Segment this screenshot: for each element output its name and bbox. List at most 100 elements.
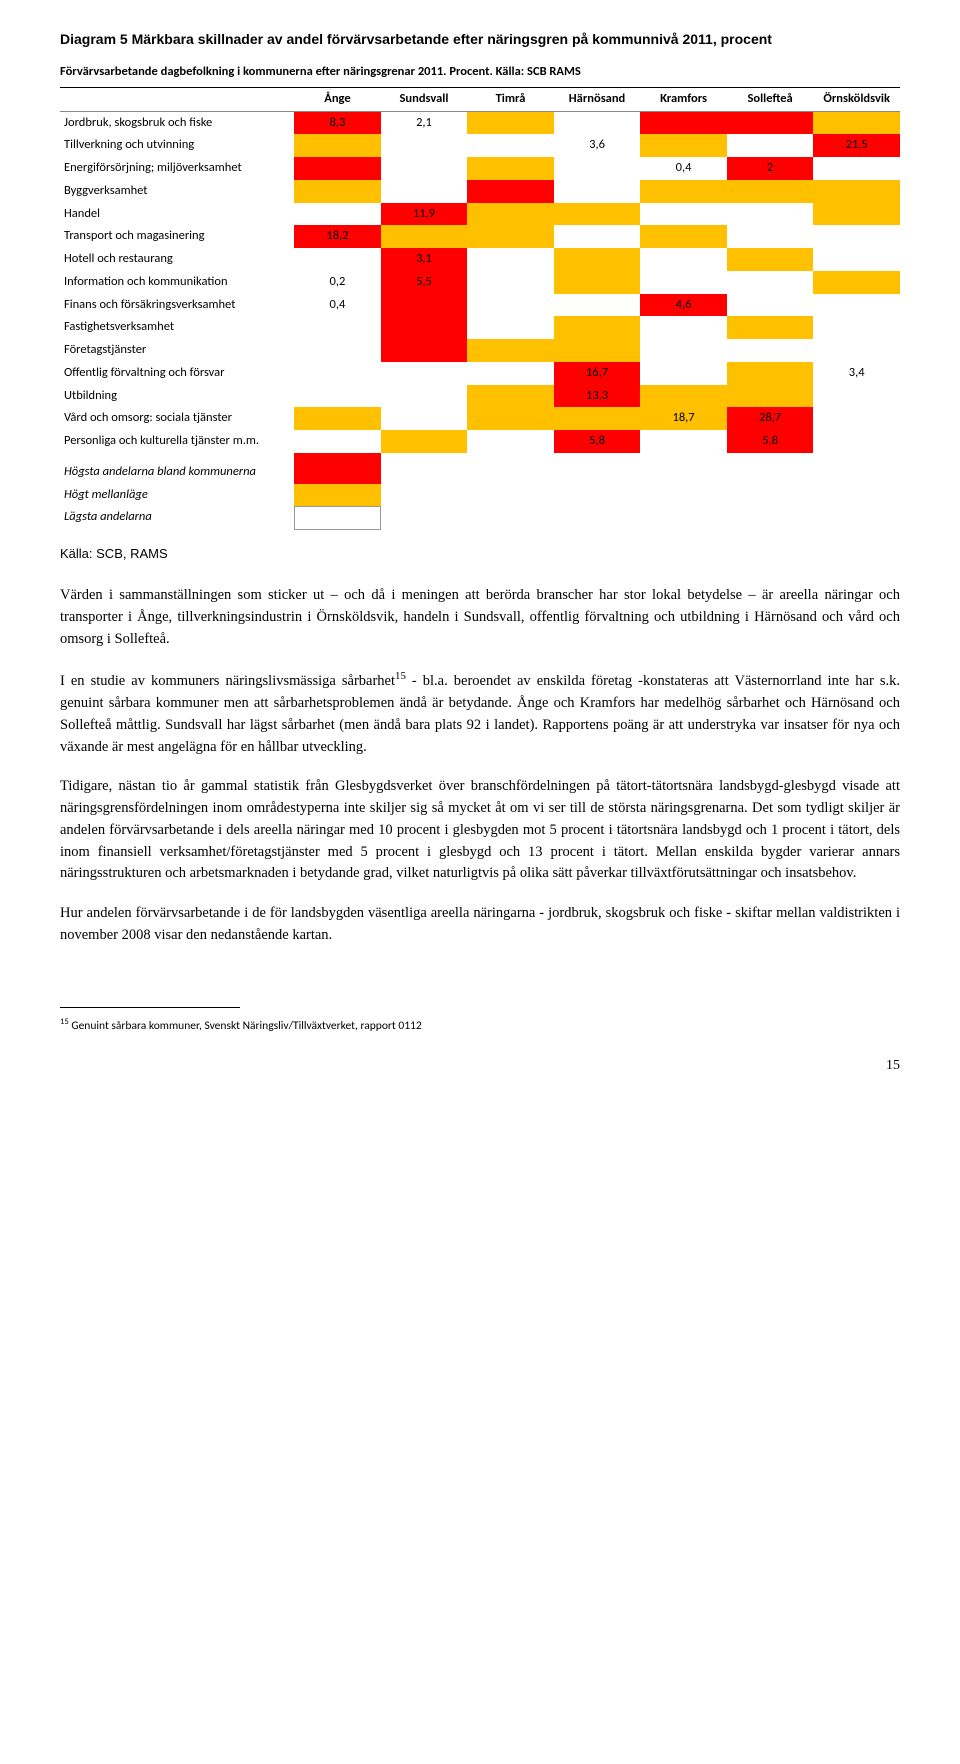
paragraph-2: I en studie av kommuners näringslivsmäss… — [60, 668, 900, 758]
data-cell — [381, 339, 468, 362]
data-cell — [727, 294, 814, 317]
col-kramfors: Kramfors — [640, 88, 727, 111]
data-cell — [381, 362, 468, 385]
data-cell — [294, 248, 381, 271]
row-label: Företagstjänster — [60, 339, 294, 362]
row-label: Energiförsörjning; miljöverksamhet — [60, 157, 294, 180]
data-cell — [467, 430, 554, 453]
data-cell — [640, 203, 727, 226]
table-row: Jordbruk, skogsbruk och fiske8,32,1 — [60, 111, 900, 134]
data-cell: 18,7 — [640, 407, 727, 430]
row-label: Offentlig förvaltning och försvar — [60, 362, 294, 385]
footnote-ref: 15 — [395, 670, 406, 682]
row-label: Transport och magasinering — [60, 225, 294, 248]
legend-row: Lägsta andelarna — [60, 506, 900, 529]
col-härnösand: Härnösand — [554, 88, 641, 111]
data-cell — [727, 362, 814, 385]
data-cell — [381, 294, 468, 317]
data-cell — [813, 180, 900, 203]
table-row: Byggverksamhet — [60, 180, 900, 203]
footnote: 15 Genuint sårbara kommuner, Svenskt När… — [60, 1016, 900, 1035]
table-row: Företagstjänster — [60, 339, 900, 362]
data-cell — [467, 203, 554, 226]
data-cell — [467, 385, 554, 408]
data-cell — [381, 134, 468, 157]
data-cell: 18,2 — [294, 225, 381, 248]
table-row: Transport och magasinering18,2 — [60, 225, 900, 248]
table-row: Finans och försäkringsverksamhet0,44,6 — [60, 294, 900, 317]
data-cell — [640, 316, 727, 339]
data-cell — [467, 339, 554, 362]
data-cell: 0,4 — [640, 157, 727, 180]
data-cell — [640, 362, 727, 385]
data-cell: 3,6 — [554, 134, 641, 157]
data-cell — [813, 111, 900, 134]
data-cell — [554, 248, 641, 271]
data-cell — [554, 294, 641, 317]
paragraph-4: Hur andelen förvärvsarbetande i de för l… — [60, 903, 900, 947]
data-cell — [727, 111, 814, 134]
row-label: Utbildning — [60, 385, 294, 408]
col-label — [60, 88, 294, 111]
data-cell — [813, 157, 900, 180]
data-cell — [813, 407, 900, 430]
row-label: Fastighetsverksamhet — [60, 316, 294, 339]
table-row: Energiförsörjning; miljöverksamhet0,42 — [60, 157, 900, 180]
data-cell — [813, 203, 900, 226]
data-cell — [381, 430, 468, 453]
paragraph-1: Värden i sammanställningen som sticker u… — [60, 585, 900, 650]
data-cell — [467, 362, 554, 385]
col-örnsköldsvik: Örnsköldsvik — [813, 88, 900, 111]
row-label: Handel — [60, 203, 294, 226]
col-ånge: Ånge — [294, 88, 381, 111]
legend-row: Högt mellanläge — [60, 484, 900, 507]
data-cell — [813, 225, 900, 248]
paragraph-3: Tidigare, nästan tio år gammal statistik… — [60, 776, 900, 885]
data-cell — [294, 203, 381, 226]
data-cell: 16,7 — [554, 362, 641, 385]
data-cell — [813, 316, 900, 339]
data-cell: 5,5 — [381, 271, 468, 294]
data-cell — [554, 111, 641, 134]
data-cell — [294, 316, 381, 339]
row-label: Byggverksamhet — [60, 180, 294, 203]
data-cell — [467, 316, 554, 339]
data-cell — [294, 385, 381, 408]
table-row: Fastighetsverksamhet — [60, 316, 900, 339]
table-row: Utbildning13,3 — [60, 385, 900, 408]
row-label: Hotell och restaurang — [60, 248, 294, 271]
data-cell — [727, 248, 814, 271]
data-cell — [467, 180, 554, 203]
legend-label: Högt mellanläge — [60, 484, 294, 507]
data-cell — [640, 339, 727, 362]
table-row: Personliga och kulturella tjänster m.m.5… — [60, 430, 900, 453]
data-cell: 8,3 — [294, 111, 381, 134]
data-cell — [467, 157, 554, 180]
data-cell — [294, 180, 381, 203]
data-cell — [813, 385, 900, 408]
data-cell: 2,1 — [381, 111, 468, 134]
footnote-text: Genuint sårbara kommuner, Svenskt Näring… — [69, 1018, 422, 1032]
data-cell — [381, 180, 468, 203]
data-cell — [640, 385, 727, 408]
row-label: Jordbruk, skogsbruk och fiske — [60, 111, 294, 134]
data-cell — [813, 271, 900, 294]
data-cell — [554, 339, 641, 362]
data-cell — [294, 430, 381, 453]
data-cell — [640, 134, 727, 157]
data-cell — [727, 271, 814, 294]
page-number: 15 — [60, 1055, 900, 1076]
data-cell — [467, 271, 554, 294]
data-cell — [381, 407, 468, 430]
table-row: Hotell och restaurang3,1 — [60, 248, 900, 271]
table-row: Information och kommunikation0,25,5 — [60, 271, 900, 294]
table-row: Offentlig förvaltning och försvar 16,7 3,4 — [60, 362, 900, 385]
table-row: Handel11,9 — [60, 203, 900, 226]
data-cell — [554, 225, 641, 248]
data-cell — [727, 339, 814, 362]
data-cell: 3,4 — [813, 362, 900, 385]
row-label: Tillverkning och utvinning — [60, 134, 294, 157]
data-cell — [727, 316, 814, 339]
data-cell — [554, 316, 641, 339]
data-cell — [640, 271, 727, 294]
